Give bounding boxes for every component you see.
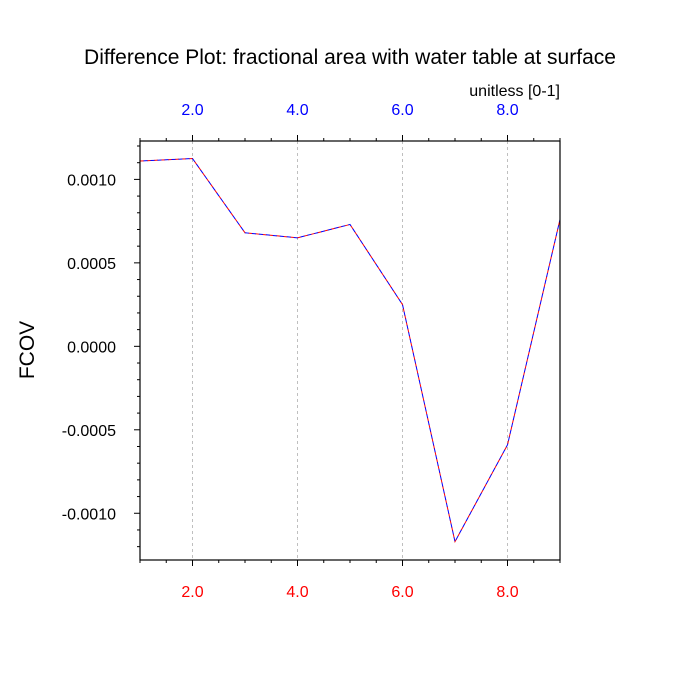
y-axis-labels: 0.0010 0.0005 0.0000 -0.0005 -0.0010 bbox=[62, 172, 116, 523]
x-axis-top-labels: 2.0 4.0 6.0 8.0 bbox=[181, 102, 518, 119]
series-lines bbox=[139, 158, 561, 544]
x-tick-label-bottom: 6.0 bbox=[391, 584, 413, 601]
chart-units: unitless [0-1] bbox=[469, 83, 560, 100]
x-tick-label-bottom: 4.0 bbox=[286, 584, 308, 601]
plot-frame bbox=[139, 140, 561, 561]
grid-lines bbox=[192, 141, 508, 560]
y-tick-label: 0.0010 bbox=[67, 172, 116, 189]
y-tick-label: 0.0005 bbox=[67, 256, 116, 273]
axis-ticks bbox=[134, 135, 561, 566]
y-axis-label: FCOV bbox=[16, 321, 39, 379]
x-tick-label-top: 6.0 bbox=[391, 102, 413, 119]
y-tick-label: -0.0010 bbox=[62, 506, 116, 523]
series-line bbox=[139, 158, 561, 544]
y-tick-label: -0.0005 bbox=[62, 423, 116, 440]
y-tick-label: 0.0000 bbox=[67, 339, 116, 356]
series-line bbox=[139, 158, 561, 544]
x-tick-label-top: 4.0 bbox=[286, 102, 308, 119]
x-tick-label-bottom: 2.0 bbox=[181, 584, 203, 601]
x-tick-label-top: 2.0 bbox=[181, 102, 203, 119]
x-tick-label-bottom: 8.0 bbox=[496, 584, 518, 601]
x-tick-label-top: 8.0 bbox=[496, 102, 518, 119]
chart-title: Difference Plot: fractional area with wa… bbox=[84, 46, 616, 69]
x-axis-bottom-labels: 2.0 4.0 6.0 8.0 bbox=[181, 584, 518, 601]
